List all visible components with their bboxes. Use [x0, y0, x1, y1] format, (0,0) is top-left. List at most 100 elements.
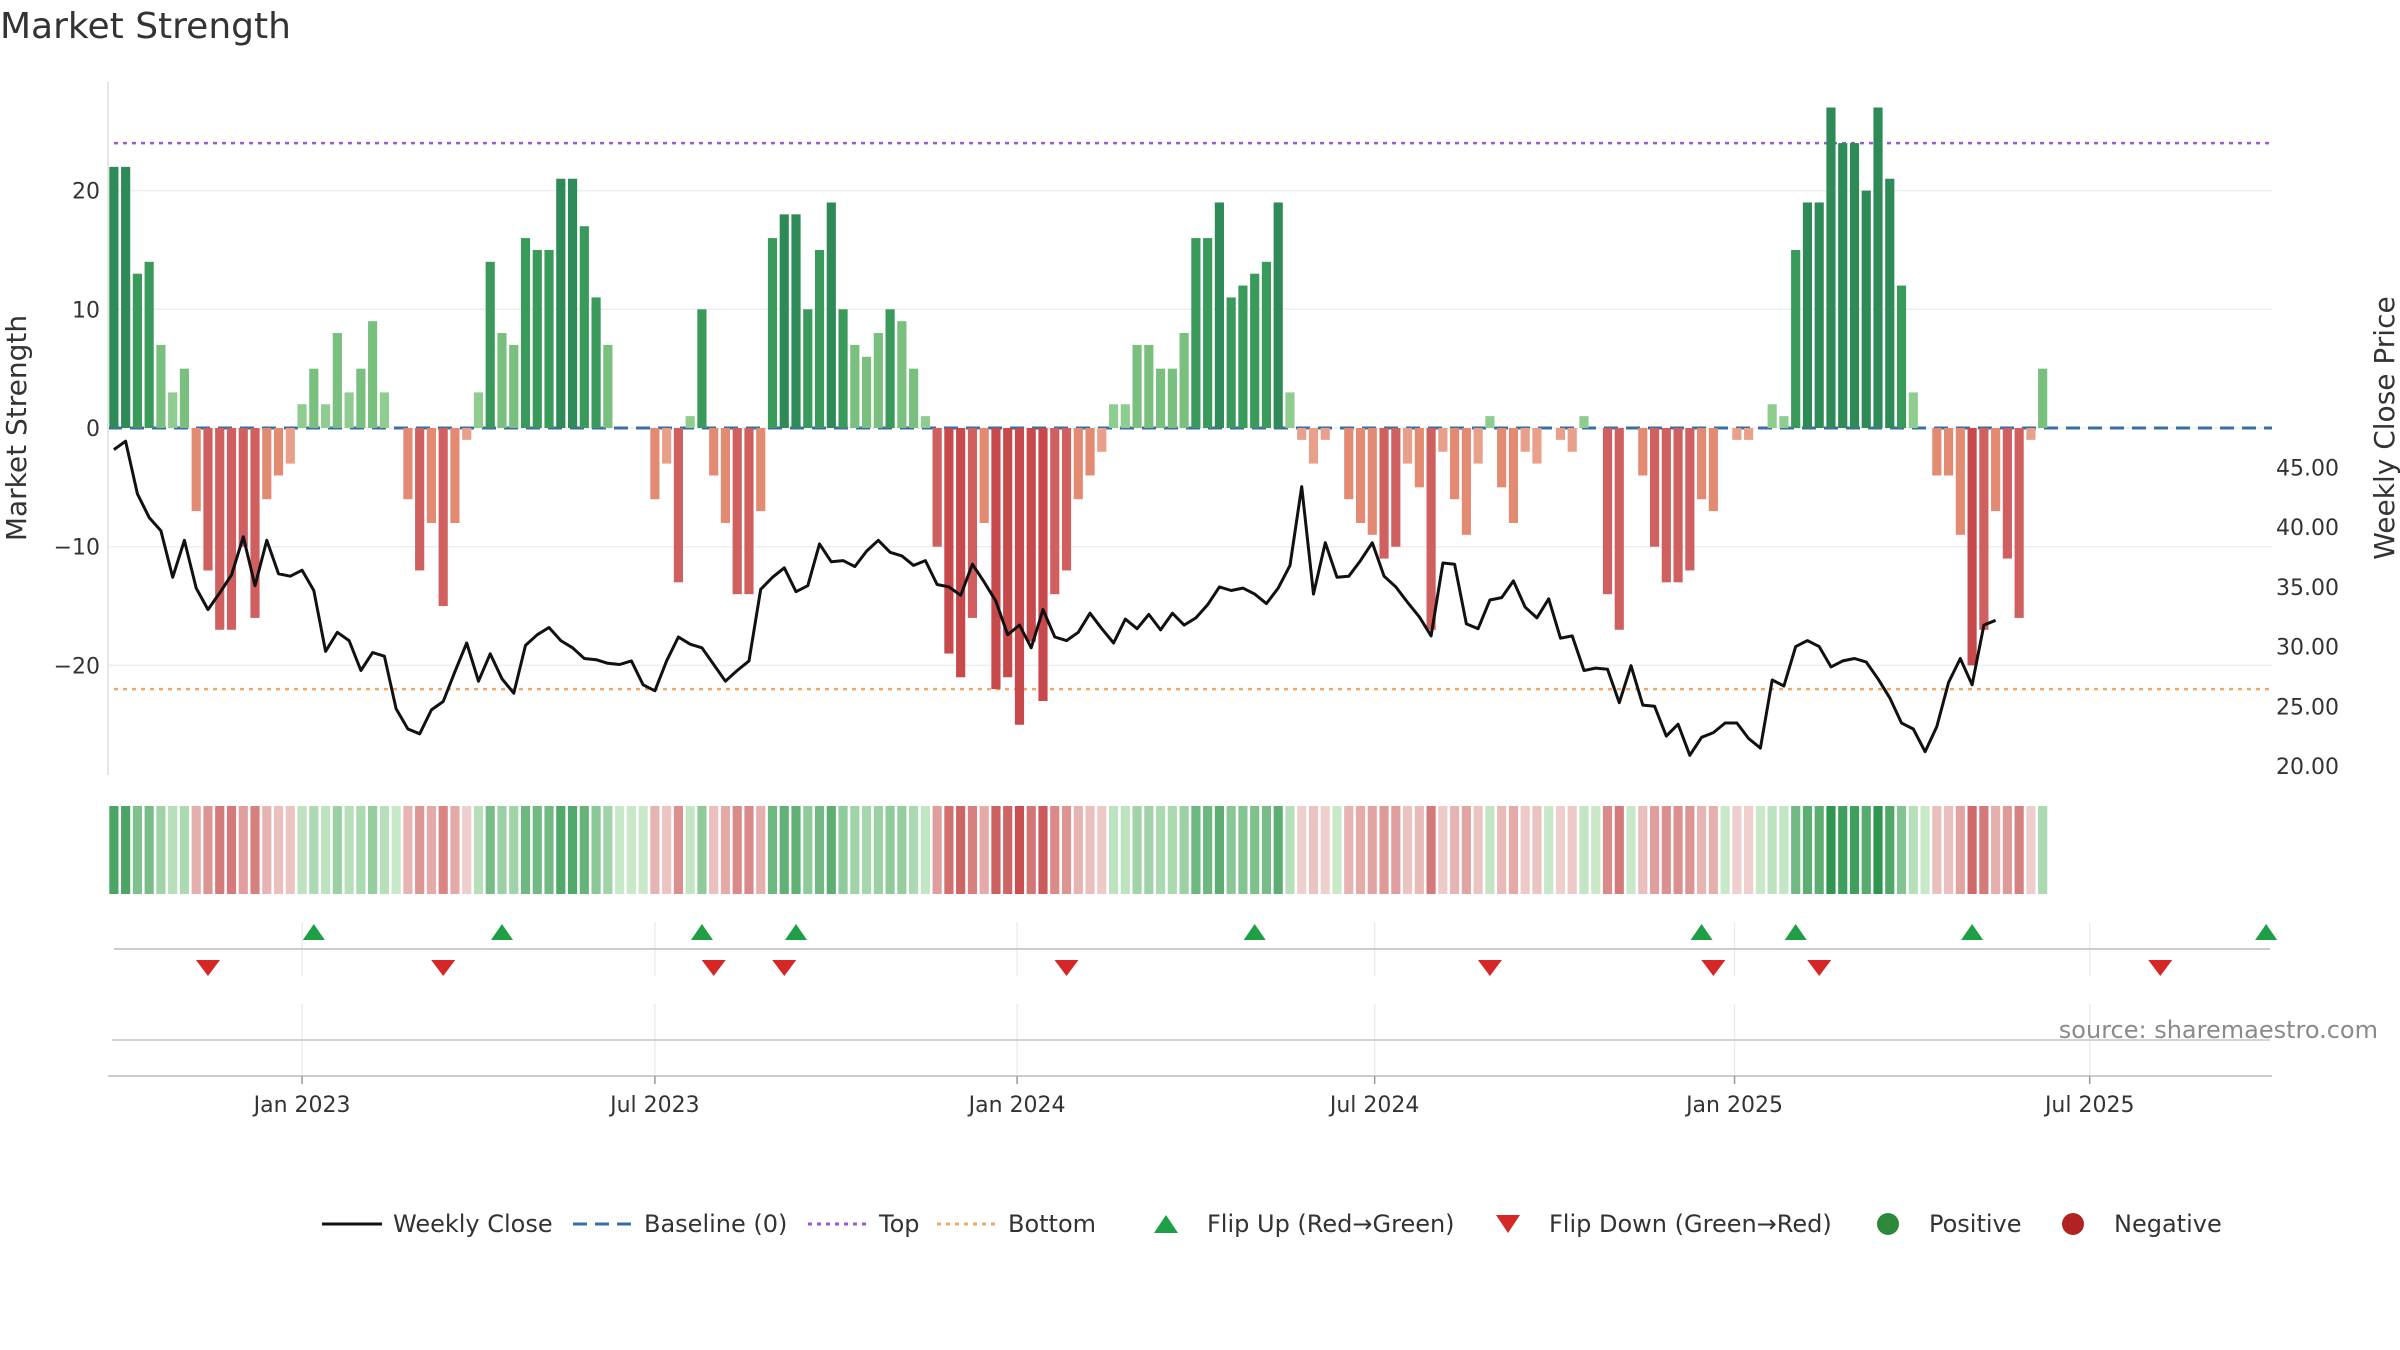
heat-cell — [1755, 806, 1765, 894]
strength-bar — [1520, 428, 1530, 452]
heat-cell — [885, 806, 895, 894]
heat-cell — [1626, 806, 1636, 894]
strength-bar — [1697, 428, 1707, 500]
strength-bar — [1744, 428, 1754, 440]
strength-bar — [662, 428, 672, 464]
heat-cell — [356, 806, 366, 894]
date-axis: Jan 2023 Jul 2023 Jan 2024 Jul 2024 Jan 2025… — [108, 1075, 2272, 1118]
heat-cell — [391, 806, 401, 894]
heat-cell — [791, 806, 801, 894]
heat-cell — [1355, 806, 1366, 894]
heat-cell — [509, 806, 519, 894]
strength-bar — [791, 214, 801, 428]
flip-down-marker — [2148, 960, 2173, 976]
legend-swatch — [2062, 1213, 2084, 1235]
heat-cell — [1144, 806, 1154, 894]
strength-bar — [132, 273, 142, 428]
x-tick-label: Jul 2024 — [1328, 1093, 1420, 1118]
heat-cell — [1332, 806, 1342, 894]
strength-bar — [1555, 428, 1566, 440]
strength-bar — [1485, 416, 1495, 428]
strength-bar — [909, 368, 919, 428]
heat-cell — [603, 806, 613, 894]
strength-bar — [1473, 428, 1483, 464]
heat-cell — [1943, 806, 1954, 894]
strength-bar — [1250, 273, 1260, 428]
y2-tick-label: 35.00 — [2276, 576, 2339, 601]
strength-bar — [2026, 428, 2036, 440]
strength-bar — [1861, 190, 1871, 428]
heat-cell — [121, 806, 131, 894]
heat-cell — [1779, 806, 1789, 894]
heat-cell — [991, 806, 1001, 894]
heat-cell — [332, 806, 342, 894]
heat-cell — [826, 806, 836, 894]
strength-bar — [509, 344, 519, 428]
heat-cell — [379, 806, 389, 894]
heat-cell — [1791, 806, 1801, 894]
heat-cell — [1461, 806, 1471, 894]
strength-bar — [1732, 428, 1742, 440]
strength-bar — [1367, 428, 1377, 535]
x-tick-label: Jan 2025 — [1684, 1093, 1783, 1118]
heat-cell — [944, 806, 954, 894]
y-tick-label: 20 — [72, 180, 100, 205]
heat-cell — [426, 806, 437, 894]
strength-bar — [1120, 404, 1130, 428]
heat-cell — [861, 806, 872, 894]
strength-bar — [1873, 107, 1883, 428]
heat-cell — [756, 806, 766, 894]
heat-cell — [567, 806, 578, 894]
empty-panel — [112, 1004, 2270, 1076]
flip-up-marker — [1243, 924, 1266, 940]
strength-bar — [1156, 368, 1166, 428]
legend-item: Positive — [1877, 1210, 2022, 1238]
heat-cell — [979, 806, 989, 894]
heat-cell — [1344, 806, 1354, 894]
heat-cell — [1391, 806, 1401, 894]
flip-up-marker — [2255, 924, 2278, 940]
heat-cell — [1673, 806, 1683, 894]
strength-bar — [567, 178, 578, 428]
strength-bar — [685, 416, 695, 428]
strength-bar — [932, 428, 942, 547]
heat-cell — [1614, 806, 1624, 894]
heat-cell — [909, 806, 919, 894]
heat-cell — [1732, 806, 1742, 894]
strength-bar — [1967, 428, 1977, 666]
heat-cell — [591, 806, 601, 894]
heat-cell — [368, 806, 378, 894]
heat-cell — [156, 806, 166, 894]
strength-bar — [121, 166, 131, 429]
heat-cell — [1132, 806, 1142, 894]
x-tick-label: Jan 2024 — [967, 1093, 1066, 1118]
heat-cell — [626, 806, 636, 894]
legend-label: Flip Up (Red→Green) — [1207, 1210, 1455, 1238]
strength-bar — [579, 226, 589, 428]
legend-item: Baseline (0) — [573, 1210, 787, 1238]
strength-bar — [1838, 143, 1848, 428]
strength-bar — [2038, 368, 2048, 428]
heat-cell — [109, 806, 119, 894]
heat-cell — [779, 806, 789, 894]
strength-bar — [1943, 428, 1954, 476]
heat-cell — [132, 806, 142, 894]
legend-swatch — [1154, 1215, 1178, 1233]
strength-bar — [1061, 428, 1072, 571]
heat-cell — [850, 806, 860, 894]
strength-bar — [1450, 428, 1460, 500]
strength-bar — [838, 309, 848, 428]
strength-bar — [426, 428, 437, 523]
heat-cell — [662, 806, 672, 894]
strength-bar — [991, 428, 1001, 690]
strength-bar — [1849, 143, 1860, 428]
heat-cell — [2038, 806, 2048, 894]
strength-bar — [1685, 428, 1695, 571]
strength-bar — [1273, 202, 1283, 428]
strength-bar — [885, 309, 895, 428]
y2-tick-label: 30.00 — [2276, 636, 2339, 661]
strength-bar — [1214, 202, 1224, 428]
strength-bar — [544, 249, 554, 428]
heat-cell — [309, 806, 319, 894]
strength-bar — [238, 428, 248, 547]
